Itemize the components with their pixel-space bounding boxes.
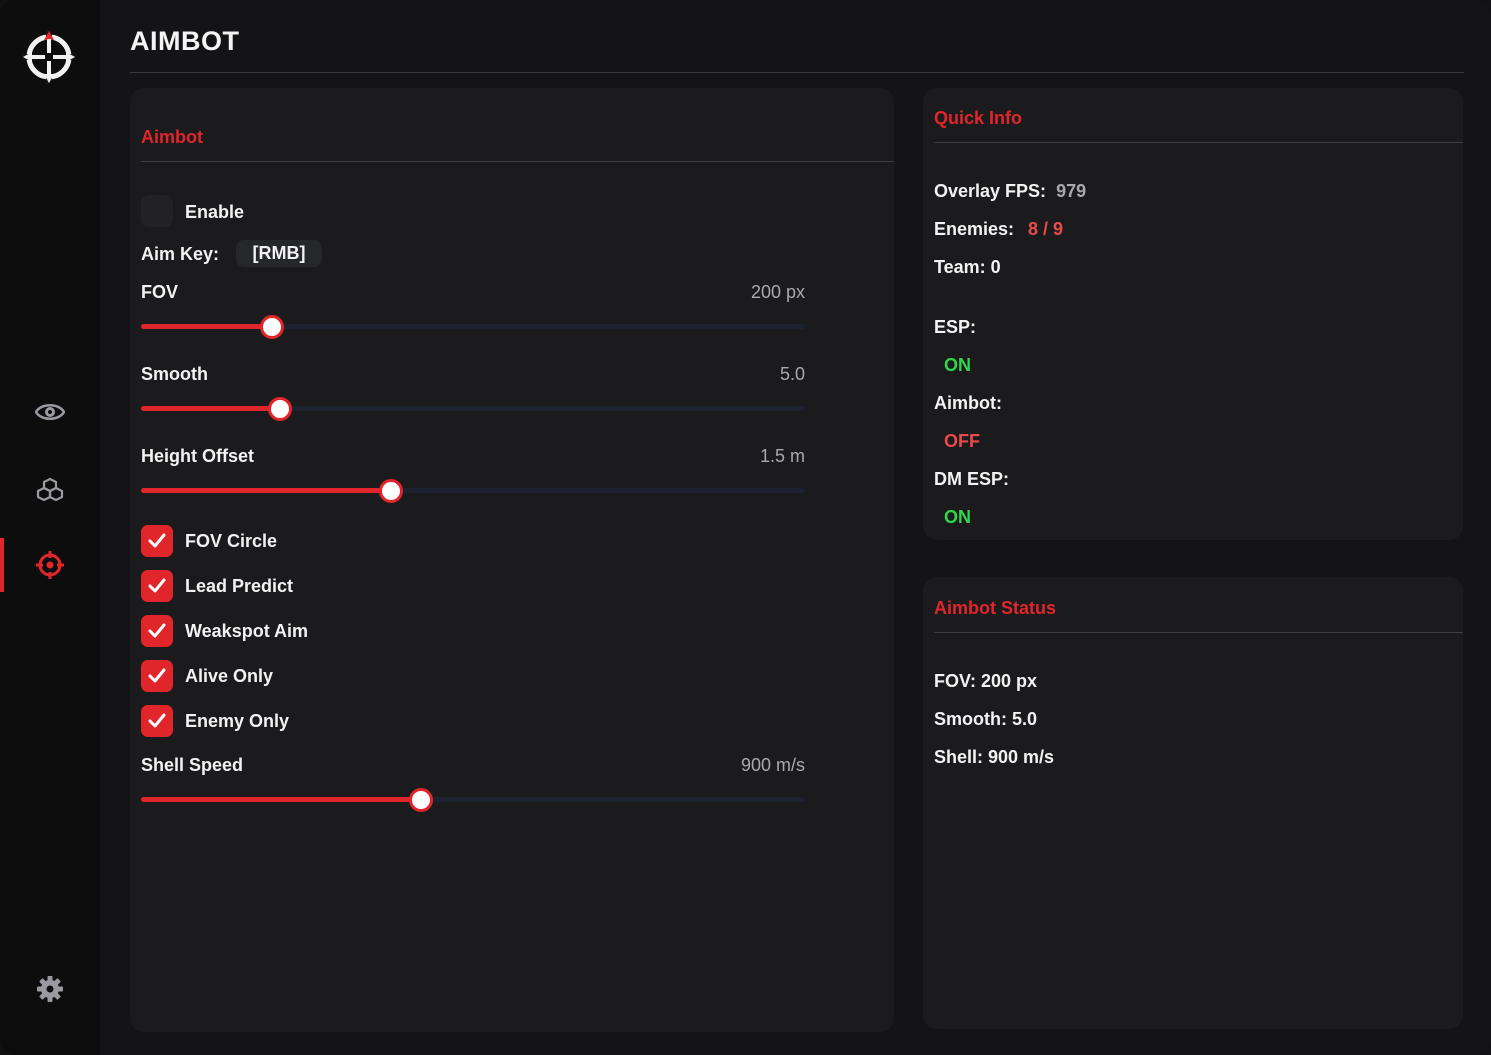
quick-info-panel	[923, 88, 1463, 540]
enemy-only-label: Enemy Only	[185, 710, 290, 731]
esp-label: ESP:	[934, 317, 977, 337]
aimbot-label: Aimbot:	[934, 393, 1002, 413]
slider-handle[interactable]	[379, 479, 403, 503]
weakspot-aim-checkbox[interactable]	[141, 615, 173, 647]
overlay-fps-row: Overlay FPS: 979	[934, 181, 1086, 202]
weakspot-aim-label: Weakspot Aim	[185, 620, 309, 641]
shell-speed-label: Shell Speed	[141, 755, 244, 775]
slider-track	[141, 797, 805, 802]
lead-predict-checkbox-row[interactable]: Lead Predict	[141, 570, 293, 602]
aimbot-status-panel	[923, 577, 1463, 1029]
sidebar-item-aimbot[interactable]	[0, 538, 100, 592]
enemy-only-checkbox-row[interactable]: Enemy Only	[141, 705, 289, 737]
cubes-icon	[36, 477, 64, 501]
shell-speed-slider[interactable]	[141, 788, 805, 812]
page-title: AIMBOT	[130, 26, 240, 56]
dm-esp-label: DM ESP:	[934, 469, 1010, 489]
lead-predict-label: Lead Predict	[185, 575, 294, 596]
slider-handle[interactable]	[409, 788, 433, 812]
checkmark-icon	[148, 668, 166, 683]
fov-label: FOV	[141, 282, 179, 302]
smooth-value: 5.0	[779, 364, 805, 384]
enemies-row: Enemies: 8 / 9	[934, 219, 1063, 240]
height-offset-slider[interactable]	[141, 479, 805, 503]
aimbot-section-divider	[141, 161, 894, 162]
slider-fill	[141, 797, 421, 802]
aimbot-panel	[130, 88, 894, 1032]
eye-icon	[35, 404, 65, 420]
checkmark-icon	[148, 623, 166, 638]
checkmark-icon	[148, 533, 166, 548]
aimbot-status-title: Aimbot Status	[934, 598, 1057, 618]
slider-handle[interactable]	[268, 397, 292, 421]
gear-icon	[37, 976, 63, 1002]
sidebar-item-settings[interactable]	[0, 962, 100, 1016]
aimbot-section-title: Aimbot	[141, 127, 203, 147]
team-count: Team: 0	[934, 257, 1001, 277]
status-shell: Shell: 900 m/s	[934, 747, 1055, 767]
slider-track	[141, 406, 805, 411]
enemies-value: 8 / 9	[1028, 219, 1064, 239]
esp-status-badge: ON	[944, 355, 971, 375]
overlay-fps-value: 979	[1056, 181, 1087, 201]
enemy-only-checkbox[interactable]	[141, 705, 173, 737]
checkmark-icon	[148, 713, 166, 728]
fov-circle-checkbox-row[interactable]: FOV Circle	[141, 525, 277, 557]
lead-predict-checkbox[interactable]	[141, 570, 173, 602]
quick-info-title: Quick Info	[934, 108, 1023, 128]
dm-esp-status-badge: ON	[944, 507, 971, 527]
smooth-label: Smooth	[141, 364, 208, 384]
status-fov: FOV: 200 px	[934, 671, 1038, 691]
fov-value: 200 px	[750, 282, 805, 302]
overlay-fps-label: Overlay FPS:	[934, 181, 1047, 201]
checkmark-icon	[148, 578, 166, 593]
shell-speed-value: 900 m/s	[740, 755, 805, 775]
height-offset-value: 1.5 m	[759, 446, 805, 466]
height-offset-label: Height Offset	[141, 446, 255, 466]
aim-key-button[interactable]: [RMB]	[236, 240, 322, 267]
slider-fill	[141, 324, 272, 329]
fov-slider[interactable]	[141, 315, 805, 339]
weakspot-aim-checkbox-row[interactable]: Weakspot Aim	[141, 615, 308, 647]
sidebar-item-visuals[interactable]	[0, 385, 100, 439]
alive-only-checkbox[interactable]	[141, 660, 173, 692]
slider-fill	[141, 406, 280, 411]
logo-crosshair-icon	[18, 26, 80, 88]
smooth-slider[interactable]	[141, 397, 805, 421]
status-smooth: Smooth: 5.0	[934, 709, 1038, 729]
enemies-label: Enemies:	[934, 219, 1015, 239]
header-divider	[130, 72, 1464, 73]
slider-fill	[141, 488, 391, 493]
fov-circle-checkbox[interactable]	[141, 525, 173, 557]
sidebar	[0, 0, 100, 1055]
crosshair-icon	[36, 551, 64, 579]
fov-circle-label: FOV Circle	[185, 530, 278, 551]
slider-handle[interactable]	[260, 315, 284, 339]
quick-info-divider	[934, 142, 1463, 143]
slider-track	[141, 488, 805, 493]
aimbot-status-badge: OFF	[944, 431, 980, 451]
alive-only-label: Alive Only	[185, 665, 274, 686]
slider-track	[141, 324, 805, 329]
enable-label: Enable	[185, 202, 245, 222]
alive-only-checkbox-row[interactable]: Alive Only	[141, 660, 273, 692]
enable-checkbox[interactable]	[141, 195, 173, 227]
aim-key-label: Aim Key:	[141, 244, 220, 264]
sidebar-item-misc[interactable]	[0, 462, 100, 516]
aimbot-status-divider	[934, 632, 1463, 633]
